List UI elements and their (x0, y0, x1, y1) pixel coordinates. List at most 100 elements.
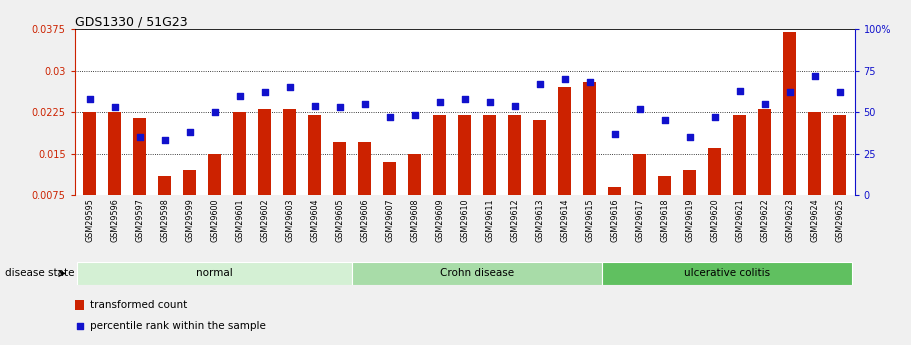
Point (258, 89, 272, 95)
Text: GSM29596: GSM29596 (110, 198, 119, 242)
Text: GSM29622: GSM29622 (760, 198, 769, 242)
Bar (633, 154, 646, 236)
Bar (558, 87, 571, 236)
Point (357, 101, 372, 107)
Point (158, 138, 172, 143)
Text: Crohn disease: Crohn disease (440, 268, 514, 278)
Bar (609, 187, 620, 236)
Point (232, 93, 247, 98)
Bar (84, 112, 96, 236)
Text: GSM29602: GSM29602 (261, 198, 269, 242)
Bar (434, 115, 445, 236)
Point (407, 113, 422, 118)
Bar (353, 262, 602, 285)
Text: percentile rank within the sample: percentile rank within the sample (90, 321, 266, 331)
Bar (133, 118, 146, 236)
Bar (602, 262, 852, 285)
Bar (259, 109, 271, 236)
Bar (508, 115, 521, 236)
Text: GSM29597: GSM29597 (135, 198, 144, 242)
Bar (333, 142, 346, 236)
Point (558, 76, 572, 82)
Text: disease state: disease state (5, 268, 74, 278)
Point (383, 114, 397, 120)
Point (182, 129, 197, 135)
Point (208, 109, 222, 115)
Bar (309, 115, 321, 236)
Point (333, 105, 347, 110)
Text: transformed count: transformed count (90, 300, 188, 310)
Bar (583, 82, 596, 236)
Text: GSM29609: GSM29609 (435, 198, 445, 242)
Point (307, 103, 322, 108)
Bar (108, 112, 121, 236)
Point (482, 99, 496, 105)
Bar (834, 115, 845, 236)
Bar (758, 109, 771, 236)
Bar (808, 112, 821, 236)
Point (457, 96, 472, 102)
Text: GSM29614: GSM29614 (560, 198, 569, 242)
Bar (659, 176, 670, 236)
Text: GSM29624: GSM29624 (810, 198, 819, 242)
Text: GSM29601: GSM29601 (235, 198, 244, 242)
Bar (733, 115, 746, 236)
Text: GSM29600: GSM29600 (210, 198, 220, 242)
Text: GSM29617: GSM29617 (635, 198, 644, 242)
Bar (233, 112, 246, 236)
Text: GSM29612: GSM29612 (510, 198, 519, 242)
Point (107, 105, 122, 110)
Text: GSM29615: GSM29615 (585, 198, 594, 242)
Point (783, 89, 797, 95)
Bar (783, 32, 796, 236)
Text: GSM29605: GSM29605 (335, 198, 344, 242)
Text: GSM29616: GSM29616 (610, 198, 619, 242)
Text: GSM29623: GSM29623 (785, 198, 794, 242)
Bar (484, 115, 496, 236)
Text: normal: normal (196, 268, 233, 278)
Text: GSM29608: GSM29608 (410, 198, 419, 242)
Point (757, 101, 772, 107)
Point (707, 114, 722, 120)
Text: GSM29611: GSM29611 (485, 198, 494, 242)
Text: GSM29625: GSM29625 (835, 198, 844, 242)
Text: GSM29599: GSM29599 (185, 198, 194, 242)
Text: GSM29606: GSM29606 (360, 198, 369, 242)
Bar (159, 176, 171, 236)
Text: GSM29620: GSM29620 (710, 198, 719, 242)
Point (532, 81, 547, 87)
Bar (209, 154, 220, 236)
Text: GSM29603: GSM29603 (285, 198, 294, 242)
Point (132, 134, 147, 140)
Text: GSM29619: GSM29619 (685, 198, 694, 242)
Text: GSM29618: GSM29618 (660, 198, 669, 242)
Point (507, 103, 522, 108)
Point (657, 118, 671, 123)
Text: GSM29595: GSM29595 (86, 198, 94, 242)
Point (282, 85, 297, 90)
Bar (75, 300, 85, 310)
Bar (683, 170, 696, 236)
Text: GDS1330 / 51G23: GDS1330 / 51G23 (75, 16, 188, 29)
Text: GSM29613: GSM29613 (535, 198, 544, 242)
Bar (384, 162, 396, 236)
Bar (458, 115, 471, 236)
Point (833, 89, 847, 95)
Text: GSM29610: GSM29610 (460, 198, 469, 242)
Bar (358, 142, 371, 236)
Text: GSM29621: GSM29621 (735, 198, 744, 242)
Point (682, 134, 697, 140)
Text: GSM29607: GSM29607 (385, 198, 394, 242)
Bar (283, 109, 296, 236)
Bar (408, 154, 421, 236)
Text: ulcerative colitis: ulcerative colitis (684, 268, 770, 278)
Point (732, 88, 747, 93)
Point (433, 99, 447, 105)
Point (807, 73, 822, 78)
Bar (183, 170, 196, 236)
Point (608, 131, 622, 136)
Text: GSM29598: GSM29598 (160, 198, 169, 242)
Text: GSM29604: GSM29604 (310, 198, 319, 242)
Point (582, 80, 597, 85)
Point (632, 106, 647, 111)
